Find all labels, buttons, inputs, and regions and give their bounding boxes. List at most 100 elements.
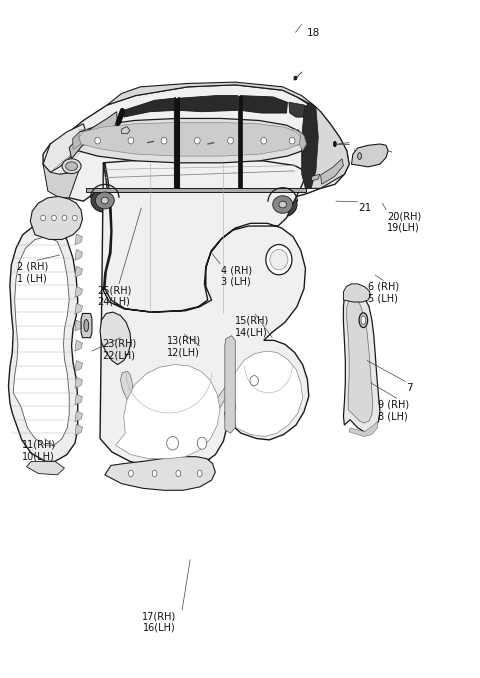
Text: 23(RH)
22(LH): 23(RH) 22(LH) xyxy=(102,339,137,361)
Ellipse shape xyxy=(294,77,297,80)
Ellipse shape xyxy=(91,188,119,212)
Polygon shape xyxy=(73,132,81,149)
Polygon shape xyxy=(75,424,83,435)
Ellipse shape xyxy=(261,137,266,144)
Polygon shape xyxy=(75,320,83,331)
Text: 9 (RH)
8 (LH): 9 (RH) 8 (LH) xyxy=(378,399,408,421)
Polygon shape xyxy=(75,266,83,277)
Polygon shape xyxy=(351,144,388,167)
Polygon shape xyxy=(116,365,220,459)
Ellipse shape xyxy=(41,216,46,220)
Ellipse shape xyxy=(268,192,297,217)
Polygon shape xyxy=(124,98,176,117)
Polygon shape xyxy=(105,457,216,490)
Ellipse shape xyxy=(152,470,157,477)
Ellipse shape xyxy=(128,137,134,144)
Polygon shape xyxy=(321,159,343,184)
Ellipse shape xyxy=(358,153,361,159)
Ellipse shape xyxy=(72,216,77,220)
Polygon shape xyxy=(75,411,83,422)
Polygon shape xyxy=(81,313,92,338)
Ellipse shape xyxy=(84,319,89,332)
Polygon shape xyxy=(120,372,263,448)
Ellipse shape xyxy=(266,245,292,275)
Ellipse shape xyxy=(176,470,180,477)
Text: 17(RH)
16(LH): 17(RH) 16(LH) xyxy=(142,612,177,633)
Ellipse shape xyxy=(62,216,67,220)
Polygon shape xyxy=(116,353,267,472)
Text: 6 (RH)
5 (LH): 6 (RH) 5 (LH) xyxy=(368,282,399,304)
Polygon shape xyxy=(69,112,118,159)
Ellipse shape xyxy=(273,196,293,214)
Polygon shape xyxy=(100,159,309,468)
Polygon shape xyxy=(240,96,288,113)
Polygon shape xyxy=(79,123,301,156)
Polygon shape xyxy=(300,131,306,151)
Ellipse shape xyxy=(95,137,100,144)
Text: 20(RH)
19(LH): 20(RH) 19(LH) xyxy=(387,212,421,233)
Polygon shape xyxy=(9,223,78,462)
Ellipse shape xyxy=(129,470,133,477)
Text: 13(RH)
12(LH): 13(RH) 12(LH) xyxy=(167,336,201,357)
Polygon shape xyxy=(347,298,373,423)
Text: 25(RH)
24(LH): 25(RH) 24(LH) xyxy=(97,285,132,307)
Polygon shape xyxy=(43,124,86,172)
Ellipse shape xyxy=(197,437,207,450)
Ellipse shape xyxy=(334,142,336,146)
Polygon shape xyxy=(107,82,316,107)
Ellipse shape xyxy=(270,250,288,270)
Polygon shape xyxy=(75,378,83,388)
Polygon shape xyxy=(289,102,311,117)
Polygon shape xyxy=(343,289,380,432)
Ellipse shape xyxy=(359,313,368,327)
Ellipse shape xyxy=(62,159,81,174)
Polygon shape xyxy=(73,119,306,163)
Ellipse shape xyxy=(225,399,236,413)
Ellipse shape xyxy=(161,137,167,144)
Polygon shape xyxy=(118,111,125,124)
Polygon shape xyxy=(100,312,131,365)
Ellipse shape xyxy=(194,137,200,144)
Polygon shape xyxy=(75,250,83,260)
Polygon shape xyxy=(13,237,69,445)
Ellipse shape xyxy=(289,137,295,144)
Polygon shape xyxy=(301,102,318,188)
Polygon shape xyxy=(75,340,83,351)
Text: 4 (RH)
3 (LH): 4 (RH) 3 (LH) xyxy=(221,265,252,287)
Polygon shape xyxy=(75,361,83,372)
Polygon shape xyxy=(26,462,64,475)
Ellipse shape xyxy=(96,192,114,209)
Polygon shape xyxy=(121,127,130,134)
Ellipse shape xyxy=(250,376,259,386)
Text: 15(RH)
14(LH): 15(RH) 14(LH) xyxy=(235,315,269,337)
Polygon shape xyxy=(75,234,83,245)
Ellipse shape xyxy=(167,437,179,450)
Polygon shape xyxy=(311,174,320,181)
Text: 2 (RH)
1 (LH): 2 (RH) 1 (LH) xyxy=(17,262,48,283)
Polygon shape xyxy=(75,303,83,314)
Polygon shape xyxy=(30,197,83,239)
Text: 7: 7 xyxy=(406,382,413,393)
Ellipse shape xyxy=(66,162,77,171)
Ellipse shape xyxy=(197,470,202,477)
Text: 18: 18 xyxy=(306,28,320,39)
Polygon shape xyxy=(175,98,179,188)
Polygon shape xyxy=(225,336,235,433)
Polygon shape xyxy=(86,188,306,193)
Ellipse shape xyxy=(361,316,366,325)
Ellipse shape xyxy=(279,201,287,208)
Polygon shape xyxy=(75,287,83,298)
Polygon shape xyxy=(349,421,378,437)
Polygon shape xyxy=(43,85,349,201)
Polygon shape xyxy=(305,107,349,188)
Polygon shape xyxy=(75,394,83,405)
Ellipse shape xyxy=(101,197,108,204)
Text: 11(RH)
10(LH): 11(RH) 10(LH) xyxy=(22,440,56,462)
Polygon shape xyxy=(231,351,302,437)
Polygon shape xyxy=(343,284,371,302)
Polygon shape xyxy=(238,96,242,188)
Polygon shape xyxy=(43,164,81,198)
Text: 21: 21 xyxy=(359,203,372,213)
Polygon shape xyxy=(179,96,238,112)
Ellipse shape xyxy=(228,137,233,144)
